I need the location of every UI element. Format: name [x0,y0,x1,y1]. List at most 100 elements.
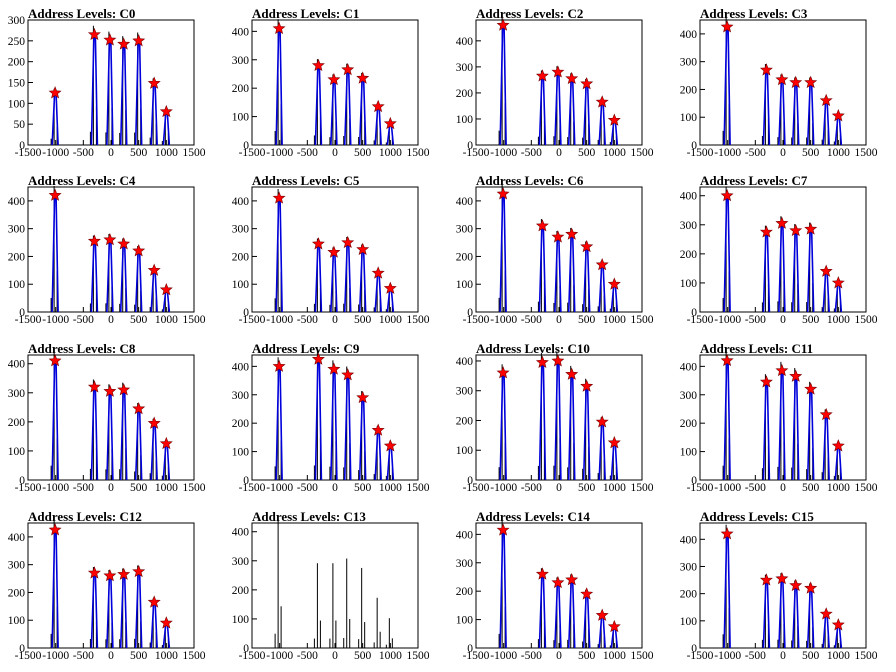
peak-marker [327,245,341,258]
x-tick-label: -1000 [42,147,69,159]
y-tick-label: 150 [8,78,26,90]
fit-peak [51,93,59,146]
panel-c2: Address Levels: C2 0 100 200 300 400 -1500 -100… [456,6,654,159]
x-tick-label: 1000 [155,314,178,326]
x-tick-label: 0 [780,650,786,662]
x-tick-label: -1500 [15,314,42,326]
y-tick-label: 100 [232,112,250,124]
peak-marker [103,568,117,582]
fit-peak [343,70,352,146]
fit-peak [314,66,323,146]
fit-peak [134,251,143,313]
fit-peak [791,231,800,313]
x-tick-label: 0 [332,314,338,326]
fit-peak [822,100,830,146]
panel-c9: Address Levels: C9 0 100 200 300 400 -1500 -100… [232,341,430,494]
fit-peak [275,199,283,313]
x-tick-label: 0 [556,482,562,494]
x-tick-label: -500 [73,650,94,662]
peak-marker [607,619,621,633]
peak-marker [48,86,62,99]
x-tick-label: -500 [521,482,542,494]
fit-peak [51,362,59,481]
y-tick-label: 400 [232,196,250,208]
peak-marker [775,363,789,377]
fit-peak [778,372,786,481]
fit-peak [822,613,830,649]
x-tick-label: -1500 [239,147,266,159]
fit-peak [762,383,771,481]
y-tick-label: 300 [8,224,26,236]
x-tick-label: -1500 [239,482,266,494]
peak-marker [117,383,131,396]
fit-peak [582,594,591,649]
fit-peak [610,442,619,481]
peak-marker [496,18,510,31]
peak-marker [383,116,397,130]
y-tick-label: 200 [456,251,474,263]
peak-marker [48,188,62,201]
peak-marker [159,282,173,296]
peak-marker [103,384,117,397]
fit-peak [119,45,128,146]
y-tick-label: 300 [8,15,26,27]
x-tick-label: -1500 [463,314,490,326]
x-tick-label: 1500 [407,482,430,494]
x-tick-label: 1500 [855,147,878,159]
peak-marker [341,368,355,381]
y-tick-label: 100 [680,447,698,459]
x-tick-label: 1500 [407,147,430,159]
fit-peak [554,362,562,481]
y-tick-label: 200 [680,589,698,601]
fit-peak [554,583,562,649]
x-tick-label: -1000 [42,482,69,494]
peak-marker [132,244,146,257]
peak-marker [595,415,609,428]
fit-peak [762,70,771,146]
peak-marker [496,187,510,200]
x-tick-label: -500 [73,314,94,326]
peak-marker [132,401,146,415]
y-tick-label: 400 [680,191,698,203]
peak-marker [720,527,734,540]
x-tick-label: 0 [780,482,786,494]
fit-peak [538,574,547,649]
peak-marker [789,369,803,382]
x-tick-label: 1000 [155,147,178,159]
peak-marker [147,416,161,429]
peak-marker [371,423,385,436]
y-tick-label: 0 [243,307,249,319]
fit-peak [554,237,562,313]
fit-peak [374,430,382,481]
peak-marker [311,58,325,71]
x-tick-label: -1500 [687,650,714,662]
panel-title: Address Levels: C10 [476,341,590,356]
y-tick-label: 400 [680,29,698,41]
fit-peak [150,423,158,481]
fit-peak [834,445,843,481]
fit-peak [778,224,786,313]
peak-marker [789,75,803,89]
panel-title: Address Levels: C4 [28,173,136,188]
y-tick-label: 300 [456,224,474,236]
fit-peak [598,422,606,481]
peak-marker [804,581,818,594]
x-tick-label: 0 [780,147,786,159]
x-tick-label: 0 [332,147,338,159]
y-tick-label: 400 [232,361,250,373]
panel-title: Address Levels: C7 [700,173,808,188]
x-tick-label: 1500 [631,650,654,662]
peak-marker [535,219,549,232]
fit-peak [806,390,815,481]
peak-marker [775,216,789,229]
peak-marker [341,62,355,76]
y-tick-label: 200 [8,251,26,263]
peak-marker [147,595,161,608]
x-tick-label: -1500 [463,482,490,494]
x-tick-label: -500 [73,482,94,494]
panel-title: Address Levels: C9 [252,341,360,356]
peak-marker [580,76,594,90]
x-tick-label: -1000 [266,650,293,662]
x-tick-label: -500 [521,314,542,326]
x-tick-label: 1500 [407,314,430,326]
